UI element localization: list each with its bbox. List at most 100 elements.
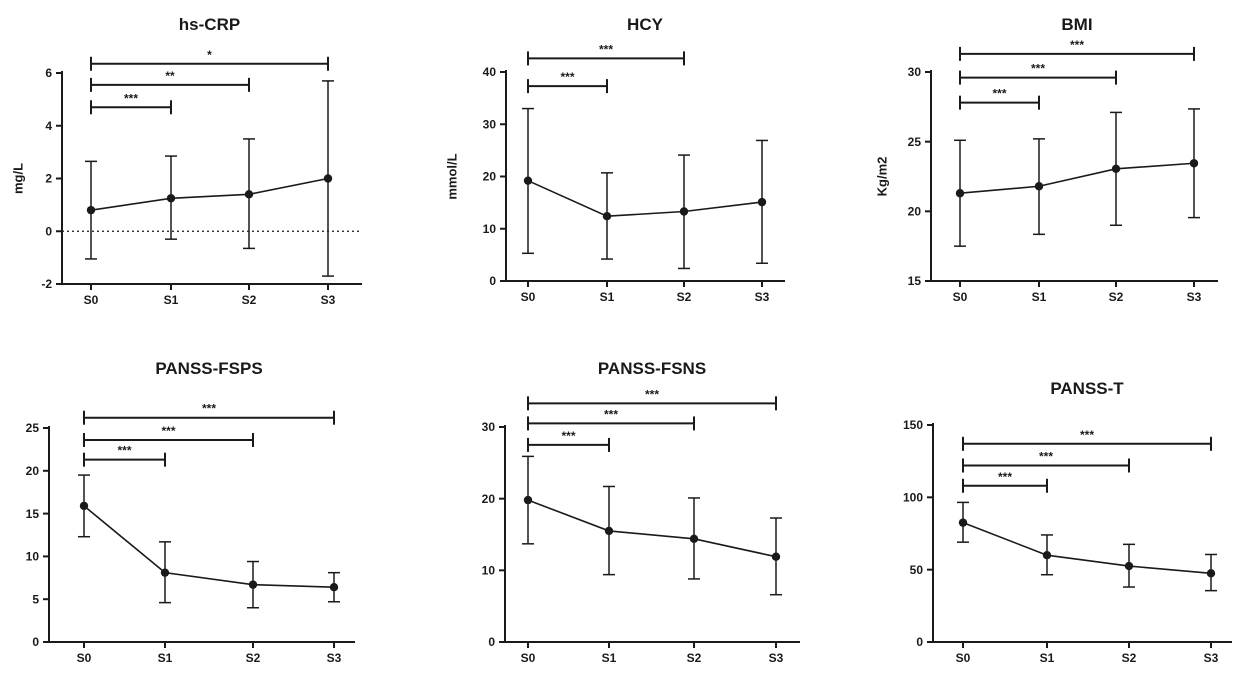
y-axis-label: Kg/m2 xyxy=(875,157,890,197)
data-point xyxy=(329,583,339,592)
y-tick-label: 0 xyxy=(45,224,52,238)
significance-label: *** xyxy=(560,70,574,84)
series-line xyxy=(90,177,329,211)
y-tick-label: 0 xyxy=(916,635,923,649)
data-point xyxy=(958,518,968,527)
chart-title: hs-CRP xyxy=(179,15,240,34)
y-tick-label: 2 xyxy=(45,172,52,186)
significance-label: * xyxy=(207,48,212,62)
y-tick-label: -2 xyxy=(41,277,52,291)
series-line xyxy=(959,162,1195,195)
x-tick-label: S0 xyxy=(521,290,536,304)
significance-label: *** xyxy=(604,407,618,421)
x-tick-label: S1 xyxy=(1040,651,1055,665)
data-point xyxy=(1124,561,1134,571)
x-tick-label: S2 xyxy=(1122,651,1137,665)
data-point xyxy=(323,174,333,183)
x-tick-label: S3 xyxy=(1187,290,1202,304)
y-tick-label: 25 xyxy=(26,421,40,435)
data-point xyxy=(771,552,781,561)
y-tick-label: 0 xyxy=(488,635,495,649)
x-tick-label: S3 xyxy=(327,651,342,665)
x-tick-label: S2 xyxy=(242,293,257,307)
data-point xyxy=(757,197,767,207)
x-tick-label: S3 xyxy=(769,651,784,665)
x-tick-label: S2 xyxy=(1109,290,1124,304)
y-tick-label: 50 xyxy=(910,563,924,577)
x-tick-label: S0 xyxy=(953,290,968,304)
y-tick-label: 15 xyxy=(26,507,40,521)
series-line xyxy=(527,179,763,218)
x-tick-label: S2 xyxy=(246,651,261,665)
series-line xyxy=(962,521,1212,575)
x-tick-label: S2 xyxy=(677,290,692,304)
y-axis-label: mmol/L xyxy=(445,153,460,199)
significance-label: *** xyxy=(117,444,131,458)
y-tick-label: 30 xyxy=(483,117,497,131)
y-tick-label: 10 xyxy=(483,222,497,236)
x-tick-label: S0 xyxy=(956,651,971,665)
x-tick-label: S3 xyxy=(1204,651,1219,665)
y-tick-label: 150 xyxy=(903,418,923,432)
y-tick-label: 20 xyxy=(908,205,922,219)
significance-label: *** xyxy=(599,42,613,56)
data-point xyxy=(523,495,533,505)
significance-label: *** xyxy=(561,429,575,443)
x-tick-label: S1 xyxy=(602,651,617,665)
chart-panel-6: PANSS-T 0 50 100 150 S0 S1 S2 S3 *** *** *** xyxy=(903,379,1232,665)
y-tick-label: 0 xyxy=(489,274,496,288)
significance-label: *** xyxy=(124,91,138,105)
data-point xyxy=(86,205,96,215)
significance-label: *** xyxy=(1031,62,1045,76)
y-tick-label: 10 xyxy=(482,564,496,578)
significance-label: *** xyxy=(1039,450,1053,464)
data-point xyxy=(160,568,170,577)
x-tick-label: S1 xyxy=(158,651,173,665)
x-tick-label: S0 xyxy=(84,293,99,307)
y-tick-label: 20 xyxy=(26,464,40,478)
chart-title: BMI xyxy=(1061,15,1092,34)
y-tick-label: 5 xyxy=(32,592,39,606)
data-point xyxy=(602,212,612,221)
chart-panel-5: PANSS-FSNS 0 10 20 30 S0 S1 S2 S3 *** *** *** xyxy=(482,359,800,665)
significance-label: *** xyxy=(1070,38,1084,52)
y-tick-label: 0 xyxy=(32,635,39,649)
data-point xyxy=(244,190,254,199)
series-line xyxy=(527,499,777,558)
y-tick-label: 4 xyxy=(45,119,52,133)
y-tick-label: 20 xyxy=(483,170,497,184)
significance-label: *** xyxy=(202,402,216,416)
x-tick-label: S1 xyxy=(600,290,615,304)
y-tick-label: 20 xyxy=(482,492,496,506)
chart-panel-2: HCY mmol/L 0 10 20 30 40 S0 S1 S2 S3 *** *** xyxy=(445,15,785,304)
chart-title: HCY xyxy=(627,15,664,34)
y-tick-label: 25 xyxy=(908,135,922,149)
series-line xyxy=(83,505,335,589)
x-tick-label: S1 xyxy=(164,293,179,307)
data-point xyxy=(1111,164,1121,174)
chart-title: PANSS-FSNS xyxy=(598,359,706,378)
x-tick-label: S3 xyxy=(755,290,770,304)
data-point xyxy=(79,501,89,511)
data-point xyxy=(1189,159,1199,168)
x-tick-label: S2 xyxy=(687,651,702,665)
significance-label: *** xyxy=(645,387,659,401)
data-point xyxy=(1034,182,1044,191)
x-tick-label: S1 xyxy=(1032,290,1047,304)
data-point xyxy=(604,526,614,536)
y-tick-label: 100 xyxy=(903,491,923,505)
y-tick-label: 30 xyxy=(908,65,922,79)
data-point xyxy=(1042,551,1052,560)
data-point xyxy=(1206,569,1216,578)
data-point xyxy=(166,194,176,203)
y-tick-label: 15 xyxy=(908,274,922,288)
y-tick-label: 10 xyxy=(26,550,40,564)
y-tick-label: 6 xyxy=(45,66,52,80)
y-tick-label: 40 xyxy=(483,65,497,79)
data-point xyxy=(679,207,689,216)
x-tick-label: S0 xyxy=(77,651,92,665)
chart-title: PANSS-T xyxy=(1050,379,1124,398)
